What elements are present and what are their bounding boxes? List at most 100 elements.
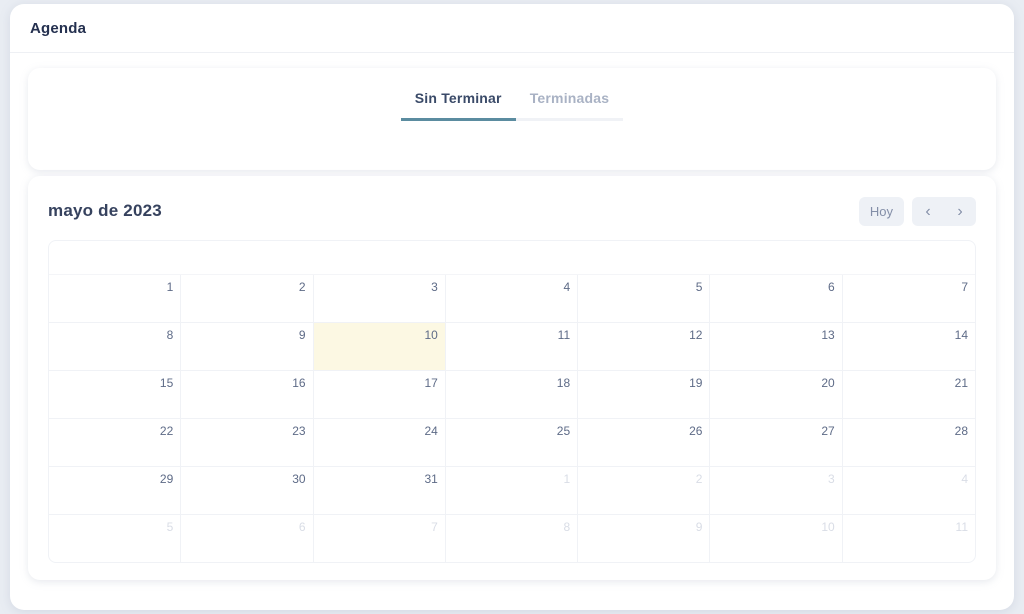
- calendar-day-cell[interactable]: 2: [181, 275, 314, 322]
- calendar-week-row: 8 9 10 11 12 13 14: [49, 322, 975, 370]
- calendar-day-number: 4: [961, 472, 968, 486]
- page-title: Agenda: [30, 19, 87, 37]
- calendar-day-number: 14: [954, 328, 968, 342]
- calendar-day-cell[interactable]: 28: [843, 419, 975, 466]
- calendar-day-cell[interactable]: 15: [49, 371, 182, 418]
- calendar-card: mayo de 2023 Hoy ‹ › 1 2 3 4 5 6 7 8 9 10 11 12 13 14…: [28, 176, 996, 580]
- calendar-day-cell[interactable]: 2: [578, 467, 711, 514]
- calendar-nav-group: ‹ ›: [912, 196, 976, 226]
- calendar-day-number: 31: [424, 472, 438, 486]
- calendar-day-cell[interactable]: 8: [49, 323, 182, 370]
- calendar-day-cell[interactable]: 16: [181, 371, 314, 418]
- calendar-day-cell[interactable]: 5: [578, 275, 711, 322]
- calendar-day-cell[interactable]: 24: [314, 419, 446, 466]
- calendar-day-cell[interactable]: 23: [181, 419, 314, 466]
- calendar-day-cell[interactable]: 30: [181, 467, 314, 514]
- calendar-day-number: 16: [292, 376, 306, 390]
- calendar-day-cell[interactable]: 6: [710, 275, 843, 322]
- calendar-day-cell[interactable]: 31: [314, 467, 446, 514]
- prev-month-icon[interactable]: ‹: [912, 197, 944, 226]
- calendar-day-number: 18: [556, 376, 571, 390]
- calendar-day-cell[interactable]: 11: [843, 515, 975, 562]
- calendar-day-number: 9: [298, 328, 306, 342]
- calendar-day-number: 8: [166, 328, 174, 342]
- calendar-day-cell[interactable]: 5: [49, 515, 182, 562]
- calendar-day-cell[interactable]: 11: [446, 323, 579, 370]
- next-month-icon[interactable]: ›: [944, 197, 976, 226]
- calendar-day-number: 4: [563, 280, 571, 294]
- calendar-toolbar: mayo de 2023 Hoy ‹ ›: [48, 176, 976, 240]
- calendar-day-cell[interactable]: 4: [843, 467, 975, 514]
- calendar-day-number: 21: [954, 376, 968, 390]
- calendar-day-cell[interactable]: 4: [446, 275, 579, 322]
- calendar-toolbar-buttons: Hoy ‹ ›: [858, 196, 976, 226]
- calendar-day-number: 10: [424, 328, 438, 342]
- calendar-day-cell[interactable]: 18: [446, 371, 579, 418]
- calendar-day-cell[interactable]: 22: [49, 419, 182, 466]
- calendar-day-number: 11: [955, 520, 968, 534]
- calendar-day-cell[interactable]: 6: [181, 515, 314, 562]
- calendar-day-cell[interactable]: 12: [578, 323, 711, 370]
- main-panel: Agenda Sin Terminar Terminadas mayo de 2…: [10, 4, 1014, 610]
- tab-sin-terminar[interactable]: Sin Terminar: [400, 80, 516, 121]
- calendar-day-number: 10: [821, 520, 835, 534]
- calendar-day-number: 15: [159, 376, 174, 390]
- calendar-day-cell[interactable]: 21: [843, 371, 975, 418]
- calendar-day-cell[interactable]: 19: [578, 371, 711, 418]
- calendar-day-number: 13: [821, 328, 835, 342]
- calendar-day-number: 28: [954, 424, 968, 438]
- calendar-day-cell-today[interactable]: 10: [313, 323, 446, 370]
- calendar-day-number: 12: [689, 328, 703, 342]
- calendar-day-number: 6: [298, 520, 306, 534]
- calendar-day-number: 19: [689, 376, 703, 390]
- calendar-day-number: 3: [828, 472, 835, 486]
- calendar-day-cell[interactable]: 1: [446, 467, 579, 514]
- calendar-day-number: 22: [159, 424, 174, 438]
- calendar-grid-body: 1 2 3 4 5 6 7 8 9 10 11 12 13 14 15 16 17 18 19 20 21 22 23 24 2…: [49, 274, 975, 562]
- calendar-day-cell[interactable]: 27: [710, 419, 843, 466]
- page-header: Agenda: [10, 4, 1014, 53]
- calendar-week-row: 29 30 31 1 2 3 4: [49, 466, 975, 514]
- calendar-day-cell[interactable]: 29: [49, 467, 182, 514]
- calendar-day-number: 27: [821, 424, 835, 438]
- calendar-day-number: 23: [292, 424, 306, 438]
- calendar-day-cell[interactable]: 10: [710, 515, 843, 562]
- calendar-day-cell[interactable]: 9: [181, 323, 314, 370]
- calendar-day-number: 26: [689, 424, 703, 438]
- calendar-day-number: 3: [431, 280, 438, 294]
- calendar-day-number: 5: [166, 520, 174, 534]
- today-button[interactable]: Hoy: [858, 196, 904, 226]
- tabs-bar: Sin Terminar Terminadas: [28, 80, 996, 121]
- calendar-day-cell[interactable]: 7: [843, 275, 975, 322]
- calendar-day-number: 2: [695, 472, 703, 486]
- calendar-day-number: 11: [557, 328, 571, 342]
- calendar-grid: 1 2 3 4 5 6 7 8 9 10 11 12 13 14 15 16 17 18 19 20 21 22 23 24 2…: [48, 240, 976, 563]
- calendar-day-number: 2: [298, 280, 306, 294]
- tab-terminadas[interactable]: Terminadas: [515, 80, 624, 121]
- calendar-day-number: 30: [292, 472, 306, 486]
- calendar-day-cell[interactable]: 9: [578, 515, 711, 562]
- calendar-day-number: 1: [166, 280, 174, 294]
- calendar-day-cell[interactable]: 20: [710, 371, 843, 418]
- calendar-week-row: 22 23 24 25 26 27 28: [49, 418, 975, 466]
- calendar-day-cell[interactable]: 26: [578, 419, 711, 466]
- calendar-day-cell[interactable]: 3: [710, 467, 843, 514]
- calendar-day-cell[interactable]: 25: [446, 419, 579, 466]
- calendar-day-cell[interactable]: 1: [49, 275, 182, 322]
- calendar-day-number: 8: [563, 520, 571, 534]
- calendar-week-row: 15 16 17 18 19 20 21: [49, 370, 975, 418]
- calendar-day-cell[interactable]: 8: [446, 515, 579, 562]
- calendar-day-cell[interactable]: 3: [314, 275, 446, 322]
- calendar-day-number: 5: [695, 280, 703, 294]
- calendar-day-number: 1: [563, 472, 571, 486]
- calendar-day-number: 29: [159, 472, 174, 486]
- calendar-week-row: 1 2 3 4 5 6 7: [49, 274, 975, 322]
- calendar-day-cell[interactable]: 7: [314, 515, 446, 562]
- calendar-day-number: 9: [695, 520, 703, 534]
- calendar-day-number: 20: [821, 376, 835, 390]
- calendar-day-cell[interactable]: 17: [314, 371, 446, 418]
- panel-body: Sin Terminar Terminadas mayo de 2023 Hoy…: [10, 53, 1014, 580]
- calendar-day-cell[interactable]: 14: [843, 323, 975, 370]
- calendar-day-cell[interactable]: 13: [710, 323, 843, 370]
- tasks-tabs-card: Sin Terminar Terminadas: [28, 68, 996, 170]
